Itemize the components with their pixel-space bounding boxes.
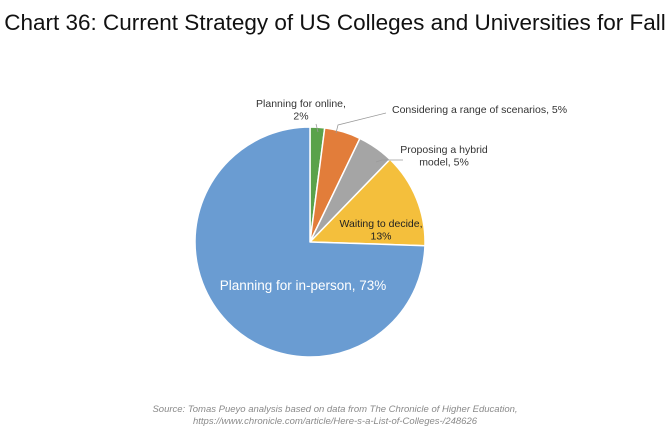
leader-line-considering-a-range-of-scenarios (335, 112, 387, 134)
leader-line-proposing-a-hybrid-model (375, 159, 403, 163)
chart-title: Chart 36: Current Strategy of US College… (4, 10, 666, 35)
slice-label-planning-for-online: Planning for online, 2% (256, 98, 346, 123)
source-line-2: https://www.chronicle.com/article/Here-s… (192, 416, 478, 427)
pie-slice-planning-for-in-person (194, 126, 426, 358)
slice-label-proposing-a-hybrid-model: Proposing a hybrid model, 5% (400, 144, 488, 169)
slice-label-waiting-to-decide: Waiting to decide, 13% (339, 218, 422, 243)
slice-label-considering-a-range-of-scenarios: Considering a range of scenarios, 5% (392, 104, 567, 116)
leader-line-planning-for-online (315, 123, 319, 133)
source-line-1: Source: Tomas Pueyo analysis based on da… (152, 404, 518, 415)
source-note: Source: Tomas Pueyo analysis based on da… (0, 404, 670, 428)
slice-label-planning-for-in-person: Planning for in-person, 73% (220, 278, 387, 293)
pie-slice-waiting-to-decide (309, 158, 426, 247)
